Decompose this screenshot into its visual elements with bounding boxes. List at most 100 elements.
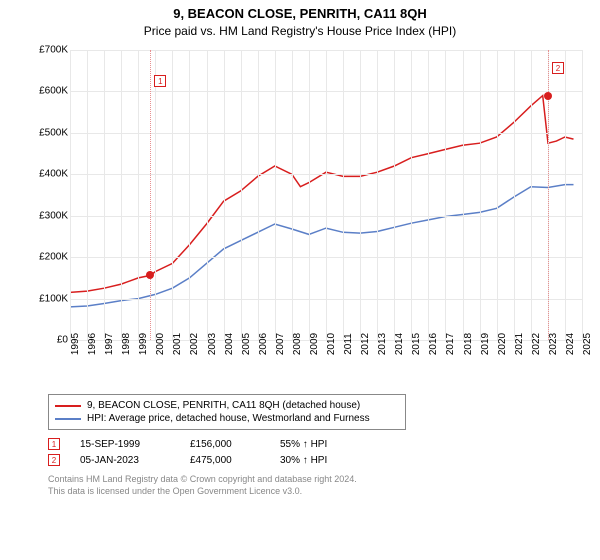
grid-line-v — [70, 50, 71, 340]
x-tick-label: 2004 — [224, 333, 235, 355]
transaction-date: 05-JAN-2023 — [80, 455, 170, 466]
grid-line-v — [463, 50, 464, 340]
grid-line-v — [531, 50, 532, 340]
transaction-rows: 115-SEP-1999£156,00055% ↑ HPI205-JAN-202… — [48, 436, 600, 468]
x-tick-label: 2011 — [343, 333, 354, 355]
grid-line-v — [394, 50, 395, 340]
x-tick-label: 2015 — [411, 333, 422, 355]
grid-line-v — [480, 50, 481, 340]
transaction-vline — [150, 50, 151, 340]
y-tick-label: £600K — [39, 86, 68, 97]
legend: 9, BEACON CLOSE, PENRITH, CA11 8QH (deta… — [48, 394, 406, 430]
chart-area: £0£100K£200K£300K£400K£500K£600K£700K 12… — [30, 42, 590, 392]
series-property — [70, 96, 574, 293]
x-tick-label: 2021 — [514, 333, 525, 355]
chart-subtitle: Price paid vs. HM Land Registry's House … — [0, 21, 600, 42]
legend-swatch — [55, 418, 81, 420]
x-tick-label: 2005 — [241, 333, 252, 355]
grid-line-v — [258, 50, 259, 340]
legend-row: HPI: Average price, detached house, West… — [55, 412, 399, 425]
x-tick-label: 2001 — [172, 333, 183, 355]
x-tick-label: 2014 — [394, 333, 405, 355]
x-tick-label: 2009 — [309, 333, 320, 355]
transaction-row: 115-SEP-1999£156,00055% ↑ HPI — [48, 436, 600, 452]
grid-line-v — [582, 50, 583, 340]
transaction-row: 2 05-JAN-2023 £475,000 30% ↑ HPI — [48, 452, 600, 468]
x-tick-label: 1995 — [70, 333, 81, 355]
x-tick-label: 2023 — [548, 333, 559, 355]
grid-line-v — [241, 50, 242, 340]
legend-label: HPI: Average price, detached house, West… — [87, 413, 370, 424]
x-tick-label: 2024 — [565, 333, 576, 355]
grid-line-v — [207, 50, 208, 340]
transaction-row-marker: 1 — [48, 438, 60, 450]
x-tick-label: 2017 — [445, 333, 456, 355]
grid-line-v — [411, 50, 412, 340]
grid-line-v — [565, 50, 566, 340]
legend-label: 9, BEACON CLOSE, PENRITH, CA11 8QH (deta… — [87, 400, 360, 411]
x-tick-label: 2006 — [258, 333, 269, 355]
x-tick-label: 2013 — [377, 333, 388, 355]
footer-line2: This data is licensed under the Open Gov… — [48, 486, 600, 498]
x-tick-label: 2019 — [480, 333, 491, 355]
chart-title: 9, BEACON CLOSE, PENRITH, CA11 8QH — [0, 0, 600, 21]
x-axis: 1995199619971998199920002001200220032004… — [70, 340, 582, 390]
legend-row: 9, BEACON CLOSE, PENRITH, CA11 8QH (deta… — [55, 399, 399, 412]
legend-swatch — [55, 405, 81, 407]
y-tick-label: £200K — [39, 252, 68, 263]
x-tick-label: 2000 — [155, 333, 166, 355]
x-tick-label: 2002 — [189, 333, 200, 355]
x-tick-label: 2008 — [292, 333, 303, 355]
y-axis: £0£100K£200K£300K£400K£500K£600K£700K — [30, 50, 70, 340]
grid-line-v — [343, 50, 344, 340]
y-tick-label: £300K — [39, 210, 68, 221]
x-tick-label: 2007 — [275, 333, 286, 355]
transaction-row-marker: 2 — [48, 454, 60, 466]
x-tick-label: 1996 — [87, 333, 98, 355]
transaction-point — [146, 271, 154, 279]
x-tick-label: 1999 — [138, 333, 149, 355]
grid-line-v — [428, 50, 429, 340]
x-tick-label: 2018 — [463, 333, 474, 355]
transaction-marker-box: 1 — [154, 75, 166, 87]
grid-line-v — [445, 50, 446, 340]
grid-line-v — [275, 50, 276, 340]
grid-line-v — [292, 50, 293, 340]
footer: Contains HM Land Registry data © Crown c… — [48, 474, 600, 497]
grid-line-v — [377, 50, 378, 340]
x-tick-label: 1998 — [121, 333, 132, 355]
grid-line-v — [309, 50, 310, 340]
x-tick-label: 2016 — [428, 333, 439, 355]
grid-line-v — [360, 50, 361, 340]
transaction-date: 15-SEP-1999 — [80, 439, 170, 450]
grid-line-v — [87, 50, 88, 340]
y-tick-label: £400K — [39, 169, 68, 180]
series-hpi — [70, 185, 574, 307]
y-tick-label: £500K — [39, 127, 68, 138]
x-tick-label: 2022 — [531, 333, 542, 355]
y-tick-label: £700K — [39, 45, 68, 56]
grid-line-v — [138, 50, 139, 340]
plot-area: 12 — [70, 50, 582, 340]
x-tick-label: 2020 — [497, 333, 508, 355]
grid-line-v — [497, 50, 498, 340]
transaction-marker-box: 2 — [552, 62, 564, 74]
footer-line1: Contains HM Land Registry data © Crown c… — [48, 474, 600, 486]
grid-line-v — [326, 50, 327, 340]
grid-line-v — [172, 50, 173, 340]
grid-line-v — [104, 50, 105, 340]
transaction-point — [544, 92, 552, 100]
y-tick-label: £0 — [57, 335, 68, 346]
grid-line-v — [189, 50, 190, 340]
x-tick-label: 2025 — [582, 333, 593, 355]
grid-line-v — [514, 50, 515, 340]
transaction-price: £475,000 — [190, 455, 260, 466]
x-tick-label: 2003 — [207, 333, 218, 355]
transaction-pct: 30% ↑ HPI — [280, 455, 327, 466]
x-tick-label: 2010 — [326, 333, 337, 355]
x-tick-label: 1997 — [104, 333, 115, 355]
grid-line-v — [224, 50, 225, 340]
y-tick-label: £100K — [39, 293, 68, 304]
grid-line-v — [155, 50, 156, 340]
x-tick-label: 2012 — [360, 333, 371, 355]
